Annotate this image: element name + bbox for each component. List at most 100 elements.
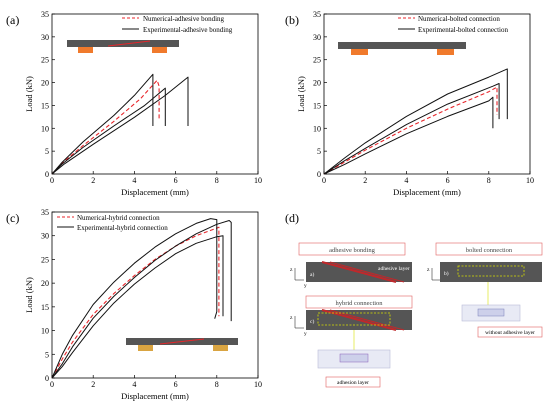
- adhesive-diagonal-2: [329, 261, 405, 283]
- legend-a-numerical-label: Numerical-adhesive bonding: [143, 15, 225, 23]
- y-tick-label: 5: [317, 147, 321, 156]
- legend-c-experimental-label: Experimental-hybrid connection: [77, 224, 168, 232]
- specimen-tab-right-a: [152, 47, 167, 53]
- legend-a-experimental-label: Experimental-adhesive bonding: [143, 26, 233, 34]
- x-tick-label: 8: [487, 176, 491, 185]
- specimen-adhesive-line-a: [107, 40, 151, 47]
- panel-c: (c) Numerical-hybrid connection Experime…: [6, 208, 262, 401]
- y-axis-label-b: Load (kN): [296, 76, 306, 112]
- adhesive-tag: a): [310, 271, 314, 278]
- x-tick-label: 0: [322, 176, 326, 185]
- y-tick-label: 0: [45, 374, 49, 383]
- diagram-adhesive: adhesive bonding a) adhesive layer z y: [290, 242, 412, 289]
- bolted-z-label: z: [427, 267, 430, 273]
- specimen-tab-right-b: [437, 49, 454, 55]
- without-callout-box: [477, 326, 543, 338]
- x-tick-label: 0: [50, 176, 54, 185]
- x-tick-label: 8: [215, 176, 219, 185]
- y-tick-label: 30: [313, 33, 321, 42]
- y-tick-label: 15: [41, 101, 49, 110]
- legend-b: Numerical-bolted connection Experimental…: [398, 15, 508, 34]
- legend-b-numerical-label: Numerical-bolted connection: [418, 15, 500, 23]
- y-tick-label: 30: [41, 232, 49, 241]
- y-axis-label-c: Load (kN): [24, 277, 34, 313]
- hybrid-diagonal-2: [329, 309, 405, 331]
- bolted-title: bolted connection: [466, 247, 513, 254]
- adhesive-title-box: [298, 242, 406, 256]
- axes-frame-c: [51, 211, 259, 379]
- bolted-title-box: [435, 242, 543, 256]
- y-tick-label: 15: [313, 101, 321, 110]
- y-tick-label: 20: [41, 279, 49, 288]
- axes-frame-b: [323, 13, 531, 175]
- x-tick-label: 6: [446, 176, 450, 185]
- series-line-c-experimental-2: [51, 220, 232, 379]
- x-tick-label: 4: [404, 176, 408, 185]
- series-line-b-experimental-2: [323, 83, 500, 175]
- x-axis-label-a: Displacement (mm): [121, 187, 189, 197]
- bolted-tag: b): [444, 270, 449, 277]
- x-tick-label: 2: [91, 176, 95, 185]
- bolted-dashed-region: [457, 265, 525, 277]
- series-line-b-experimental-1: [323, 68, 508, 175]
- diagram-hybrid: hybrid connection c) z y adhesion layer: [290, 295, 413, 388]
- y-tick-label: 25: [41, 56, 49, 65]
- hybrid-detail-bolt: [339, 353, 369, 363]
- y-tick-label: 15: [41, 303, 49, 312]
- series-line-a-numerical: [51, 79, 160, 175]
- panel-label-b: (b): [285, 13, 299, 27]
- bolted-detail-bolt: [477, 308, 505, 317]
- bolted-specimen: [440, 262, 542, 282]
- y-axis-label-a: Load (kN): [24, 76, 34, 112]
- hybrid-diagonal-1: [321, 309, 397, 331]
- series-line-a-experimental-3: [51, 76, 189, 175]
- panel-label-a: (a): [6, 13, 19, 27]
- panel-d: (d) adhesive bonding a) adhesive layer z…: [285, 211, 543, 388]
- series-line-c-experimental-3: [51, 235, 224, 379]
- specimen-bar-b: [338, 42, 466, 49]
- x-tick-label: 2: [363, 176, 367, 185]
- specimen-tab-right-c: [213, 345, 228, 351]
- hybrid-title: hybrid connection: [335, 300, 383, 307]
- specimen-adhesive-line-c: [159, 338, 205, 345]
- adhesion-callout: adhesion layer: [337, 380, 369, 386]
- y-tick-label: 25: [41, 255, 49, 264]
- hybrid-title-box: [305, 295, 413, 309]
- specimen-bar-a: [67, 40, 179, 47]
- y-tick-label: 5: [45, 147, 49, 156]
- y-tick-label: 20: [41, 79, 49, 88]
- hybrid-tag: c): [310, 318, 314, 325]
- without-callout: without adhesive layer: [485, 330, 535, 336]
- adhesive-diagonal-1: [321, 261, 397, 283]
- series-line-b-experimental-3: [323, 96, 494, 175]
- series-line-c-experimental-1: [51, 218, 218, 379]
- specimen-tab-left-b: [351, 49, 368, 55]
- panel-label-d: (d): [285, 211, 299, 225]
- diagram-bolted: bolted connection b) z without adhesive …: [427, 242, 543, 338]
- panel-label-c: (c): [6, 211, 19, 225]
- panel-b: (b) Numerical-bolted connection Experime…: [285, 10, 534, 197]
- y-tick-label: 0: [45, 170, 49, 179]
- x-tick-label: 10: [254, 176, 262, 185]
- adhesive-title: adhesive bonding: [329, 247, 375, 254]
- y-tick-label: 10: [41, 327, 49, 336]
- series-line-a-experimental-1: [51, 73, 154, 175]
- x-tick-label: 4: [132, 380, 136, 389]
- x-tick-label: 0: [50, 380, 54, 389]
- specimen-inset-b: [338, 42, 466, 55]
- hybrid-y-label: y: [304, 331, 307, 337]
- y-tick-label: 35: [313, 10, 321, 19]
- y-tick-label: 30: [41, 33, 49, 42]
- specimen-inset-c: [126, 338, 238, 351]
- y-tick-label: 35: [41, 10, 49, 19]
- specimen-inset-a: [67, 40, 179, 53]
- x-tick-label: 8: [215, 380, 219, 389]
- adhesion-callout-box: [325, 376, 381, 388]
- x-tick-label: 10: [526, 176, 534, 185]
- specimen-tab-left-c: [138, 345, 153, 351]
- x-tick-label: 2: [91, 380, 95, 389]
- adhesive-z-label: z: [290, 267, 293, 273]
- adhesive-inner-label: adhesive layer: [378, 266, 410, 272]
- series-line-b-numerical: [323, 86, 498, 175]
